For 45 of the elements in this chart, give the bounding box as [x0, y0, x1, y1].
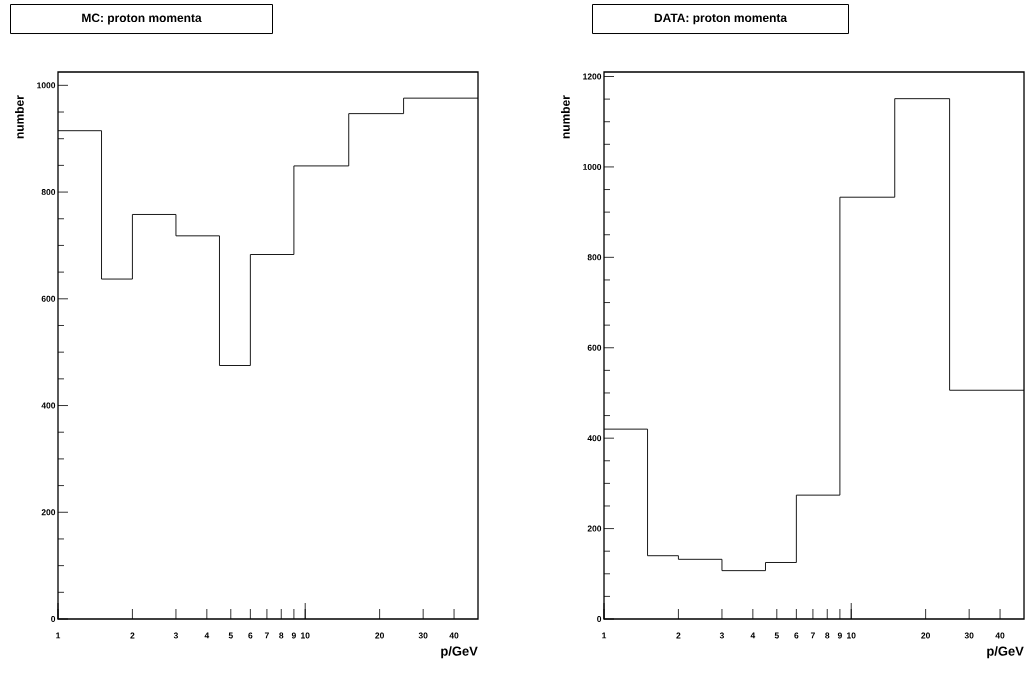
chart-title: DATA: proton momenta	[654, 13, 788, 25]
y-tick-label: 200	[41, 509, 56, 516]
y-axis-title: number	[561, 95, 570, 139]
y-tick-label: 600	[587, 344, 602, 351]
x-tick-label: 5	[228, 632, 233, 639]
x-tick-label: 10	[847, 632, 856, 639]
x-tick-label: 30	[964, 632, 974, 639]
x-axis-title: p/GeV	[441, 646, 478, 659]
x-tick-label: 20	[921, 632, 930, 639]
y-tick-label: 1000	[583, 163, 602, 170]
x-tick-label: 40	[995, 632, 1005, 639]
x-tick-label: 40	[449, 632, 459, 639]
x-tick-label: 10	[301, 632, 310, 639]
y-tick-label: 400	[587, 435, 602, 442]
y-tick-label: 0	[51, 616, 56, 622]
x-tick-label: 30	[418, 632, 428, 639]
x-tick-label: 3	[173, 632, 178, 639]
x-tick-label: 4	[750, 632, 756, 639]
y-tick-label: 1000	[37, 82, 56, 89]
x-tick-label: 8	[825, 632, 830, 639]
x-tick-label: 7	[810, 632, 815, 639]
x-tick-label: 8	[279, 632, 284, 639]
y-tick-label: 200	[587, 525, 602, 532]
x-tick-label: 5	[774, 632, 779, 639]
y-axis-title: number	[15, 95, 24, 139]
y-tick-label: 1200	[583, 73, 602, 80]
y-tick-label: 0	[597, 616, 602, 622]
y-tick-label: 600	[41, 295, 56, 302]
x-tick-label: 2	[130, 632, 135, 639]
x-tick-label: 1	[56, 632, 61, 639]
x-tick-label: 2	[676, 632, 681, 639]
y-tick-label: 400	[41, 402, 56, 409]
x-tick-label: 6	[248, 632, 253, 639]
x-tick-label: 7	[264, 632, 269, 639]
x-tick-label: 20	[375, 632, 384, 639]
x-tick-label: 1	[602, 632, 607, 639]
x-axis-title: p/GeV	[987, 646, 1024, 659]
y-tick-label: 800	[587, 254, 602, 261]
x-tick-label: 3	[719, 632, 724, 639]
x-tick-label: 6	[794, 632, 799, 639]
chart-title: MC: proton momenta	[82, 13, 202, 25]
x-tick-label: 9	[291, 632, 296, 639]
x-tick-label: 4	[204, 632, 210, 639]
y-tick-label: 800	[41, 189, 56, 196]
x-tick-label: 9	[837, 632, 842, 639]
